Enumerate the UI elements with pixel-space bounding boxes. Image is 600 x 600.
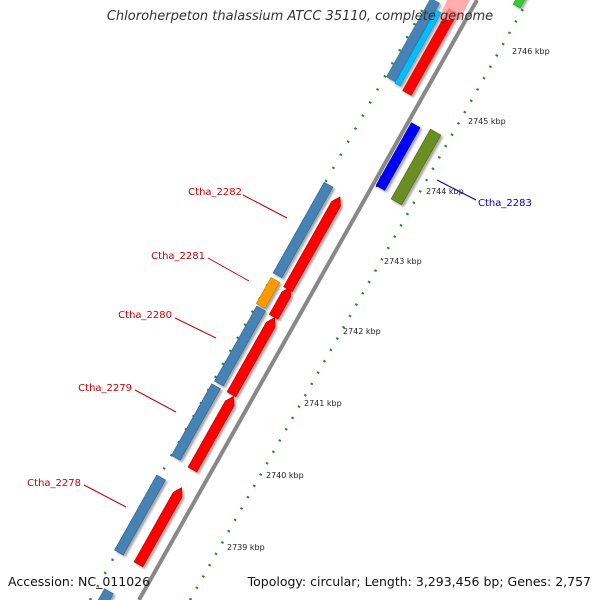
leader-ctha-2281 xyxy=(207,257,250,282)
gene-ctha-2278-feature[interactable] xyxy=(114,474,166,556)
accession-text: Accession: NC_011026 xyxy=(8,574,151,589)
leader-ctha-2282 xyxy=(242,194,288,219)
label-ctha-2283[interactable]: Ctha_2283 xyxy=(478,198,532,209)
gene-ctha-2281-feature[interactable] xyxy=(255,277,281,309)
tick-label-2746: 2746 kbp xyxy=(512,47,550,56)
gene-ctha-2280-feature[interactable] xyxy=(214,305,266,387)
topology-text: Topology: circular; Length: 3,293,456 bp… xyxy=(247,574,591,589)
cds-feature-2282[interactable] xyxy=(283,194,345,293)
genome-title: Chloroherpeton thalassium ATCC 35110, co… xyxy=(106,9,494,24)
tick-label-2740: 2740 kbp xyxy=(266,471,304,480)
faded-top-feature xyxy=(438,0,470,20)
label-ctha-2282[interactable]: Ctha_2282 xyxy=(188,187,242,198)
gene-top-green-feature[interactable] xyxy=(512,0,528,9)
tick-label-2741: 2741 kbp xyxy=(304,399,342,408)
olive-feature[interactable] xyxy=(390,128,442,206)
gene-top-cyan-feature[interactable] xyxy=(394,9,442,87)
tick-label-2742: 2742 kbp xyxy=(343,327,381,336)
label-ctha-2278[interactable]: Ctha_2278 xyxy=(27,478,81,489)
cds-feature-2280[interactable] xyxy=(226,315,279,398)
gene-ctha-2283-feature[interactable] xyxy=(375,122,421,191)
gene-ctha-2279-feature[interactable] xyxy=(171,383,221,461)
tick-label-2744: 2744 kbp xyxy=(426,187,464,196)
label-ctha-2281[interactable]: Ctha_2281 xyxy=(151,251,205,262)
gene-bottom-blue-feature[interactable] xyxy=(94,588,114,600)
tick-label-2739: 2739 kbp xyxy=(227,543,265,552)
leader-ctha-2278 xyxy=(83,484,127,508)
leader-ctha-2283 xyxy=(436,179,477,201)
tick-label-2743: 2743 kbp xyxy=(384,257,422,266)
tick-label-2745: 2745 kbp xyxy=(468,117,506,126)
leader-ctha-2279 xyxy=(134,389,177,413)
gene-ctha-2282-feature[interactable] xyxy=(272,181,334,279)
gene-top-blue-feature[interactable] xyxy=(386,0,440,83)
gc-dots-track-inner xyxy=(188,0,530,600)
label-ctha-2280[interactable]: Ctha_2280 xyxy=(118,310,172,321)
gene-ctha-2283-arrowhead xyxy=(375,175,391,188)
cds-feature-2278[interactable] xyxy=(133,485,186,568)
cds-feature-2279[interactable] xyxy=(187,394,238,473)
cds-feature-2281[interactable] xyxy=(268,285,294,320)
backbone-line xyxy=(137,0,479,600)
label-ctha-2279[interactable]: Ctha_2279 xyxy=(78,383,132,394)
leader-ctha-2280 xyxy=(174,317,217,339)
